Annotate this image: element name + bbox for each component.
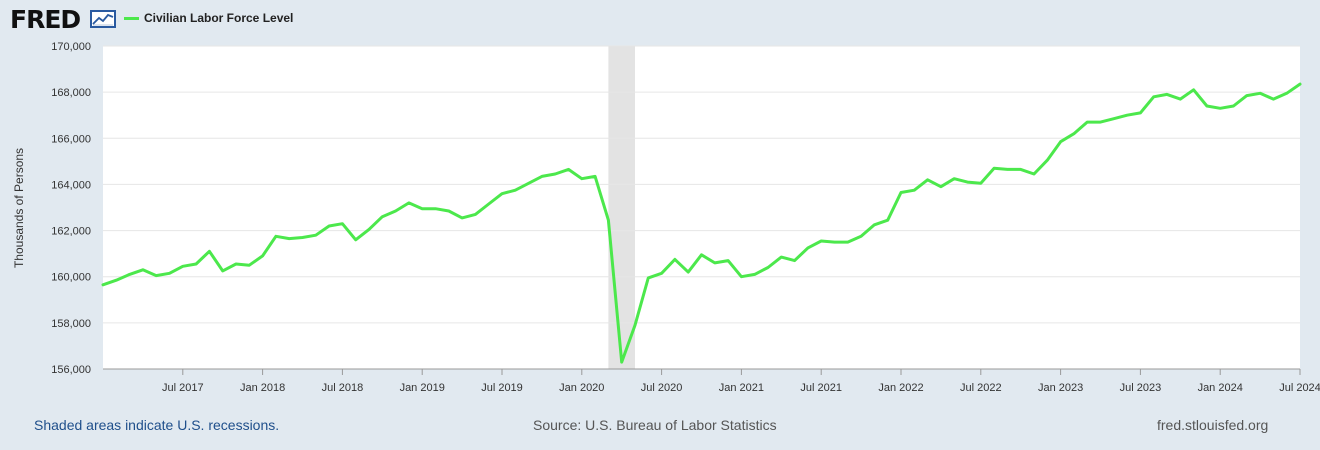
y-tick-label: 156,000 bbox=[51, 364, 91, 376]
fred-logo[interactable]: FRED bbox=[10, 5, 81, 34]
y-tick-labels: 156,000 158,000 160,000 162,000 164,000 166,0… bbox=[51, 41, 91, 376]
recession-layer bbox=[608, 46, 635, 369]
x-tick-label: Jul 2020 bbox=[641, 382, 683, 394]
recession-note[interactable]: Shaded areas indicate U.S. recessions. bbox=[34, 417, 280, 433]
series-line bbox=[101, 82, 1302, 364]
y-tick-label: 158,000 bbox=[51, 318, 91, 330]
trend-chart-icon bbox=[90, 10, 116, 28]
x-tick-label: Jan 2023 bbox=[1038, 382, 1083, 394]
x-tick-label: Jul 2022 bbox=[960, 382, 1002, 394]
x-tick-label: Jan 2020 bbox=[559, 382, 604, 394]
x-tick-label: Jul 2021 bbox=[800, 382, 842, 394]
source-note: Source: U.S. Bureau of Labor Statistics bbox=[533, 417, 777, 433]
x-tick-label: Jul 2023 bbox=[1120, 382, 1162, 394]
x-tick-label: Jul 2017 bbox=[162, 382, 204, 394]
series-layer bbox=[101, 82, 1302, 364]
y-tick-label: 168,000 bbox=[51, 87, 91, 99]
legend: Civilian Labor Force Level bbox=[124, 11, 293, 25]
y-tick-label: 160,000 bbox=[51, 272, 91, 284]
y-tick-label: 170,000 bbox=[51, 41, 91, 53]
legend-swatch bbox=[124, 16, 139, 20]
x-tick-label: Jan 2021 bbox=[719, 382, 764, 394]
site-link[interactable]: fred.stlouisfed.org bbox=[1157, 417, 1269, 433]
x-tick-label: Jan 2024 bbox=[1198, 382, 1243, 394]
x-tick-label: Jan 2022 bbox=[878, 382, 923, 394]
plot-area bbox=[103, 46, 1300, 369]
x-tick-label: Jan 2018 bbox=[240, 382, 285, 394]
x-tick-label: Jul 2018 bbox=[322, 382, 364, 394]
y-axis-label: Thousands of Persons bbox=[12, 148, 26, 268]
x-tick-labels: Jul 2017 Jan 2018 Jul 2018 Jan 2019 Jul 2019… bbox=[103, 368, 1320, 394]
y-tick-label: 162,000 bbox=[51, 226, 91, 238]
recession-band bbox=[608, 46, 635, 369]
y-tick-label: 164,000 bbox=[51, 179, 91, 191]
legend-label: Civilian Labor Force Level bbox=[144, 11, 294, 25]
grid-layer bbox=[103, 45, 1300, 370]
y-tick-label: 166,000 bbox=[51, 133, 91, 145]
x-tick-label: Jul 2019 bbox=[481, 382, 523, 394]
x-tick-label: Jan 2019 bbox=[400, 382, 445, 394]
x-tick-label: Jul 2024 bbox=[1279, 382, 1320, 394]
